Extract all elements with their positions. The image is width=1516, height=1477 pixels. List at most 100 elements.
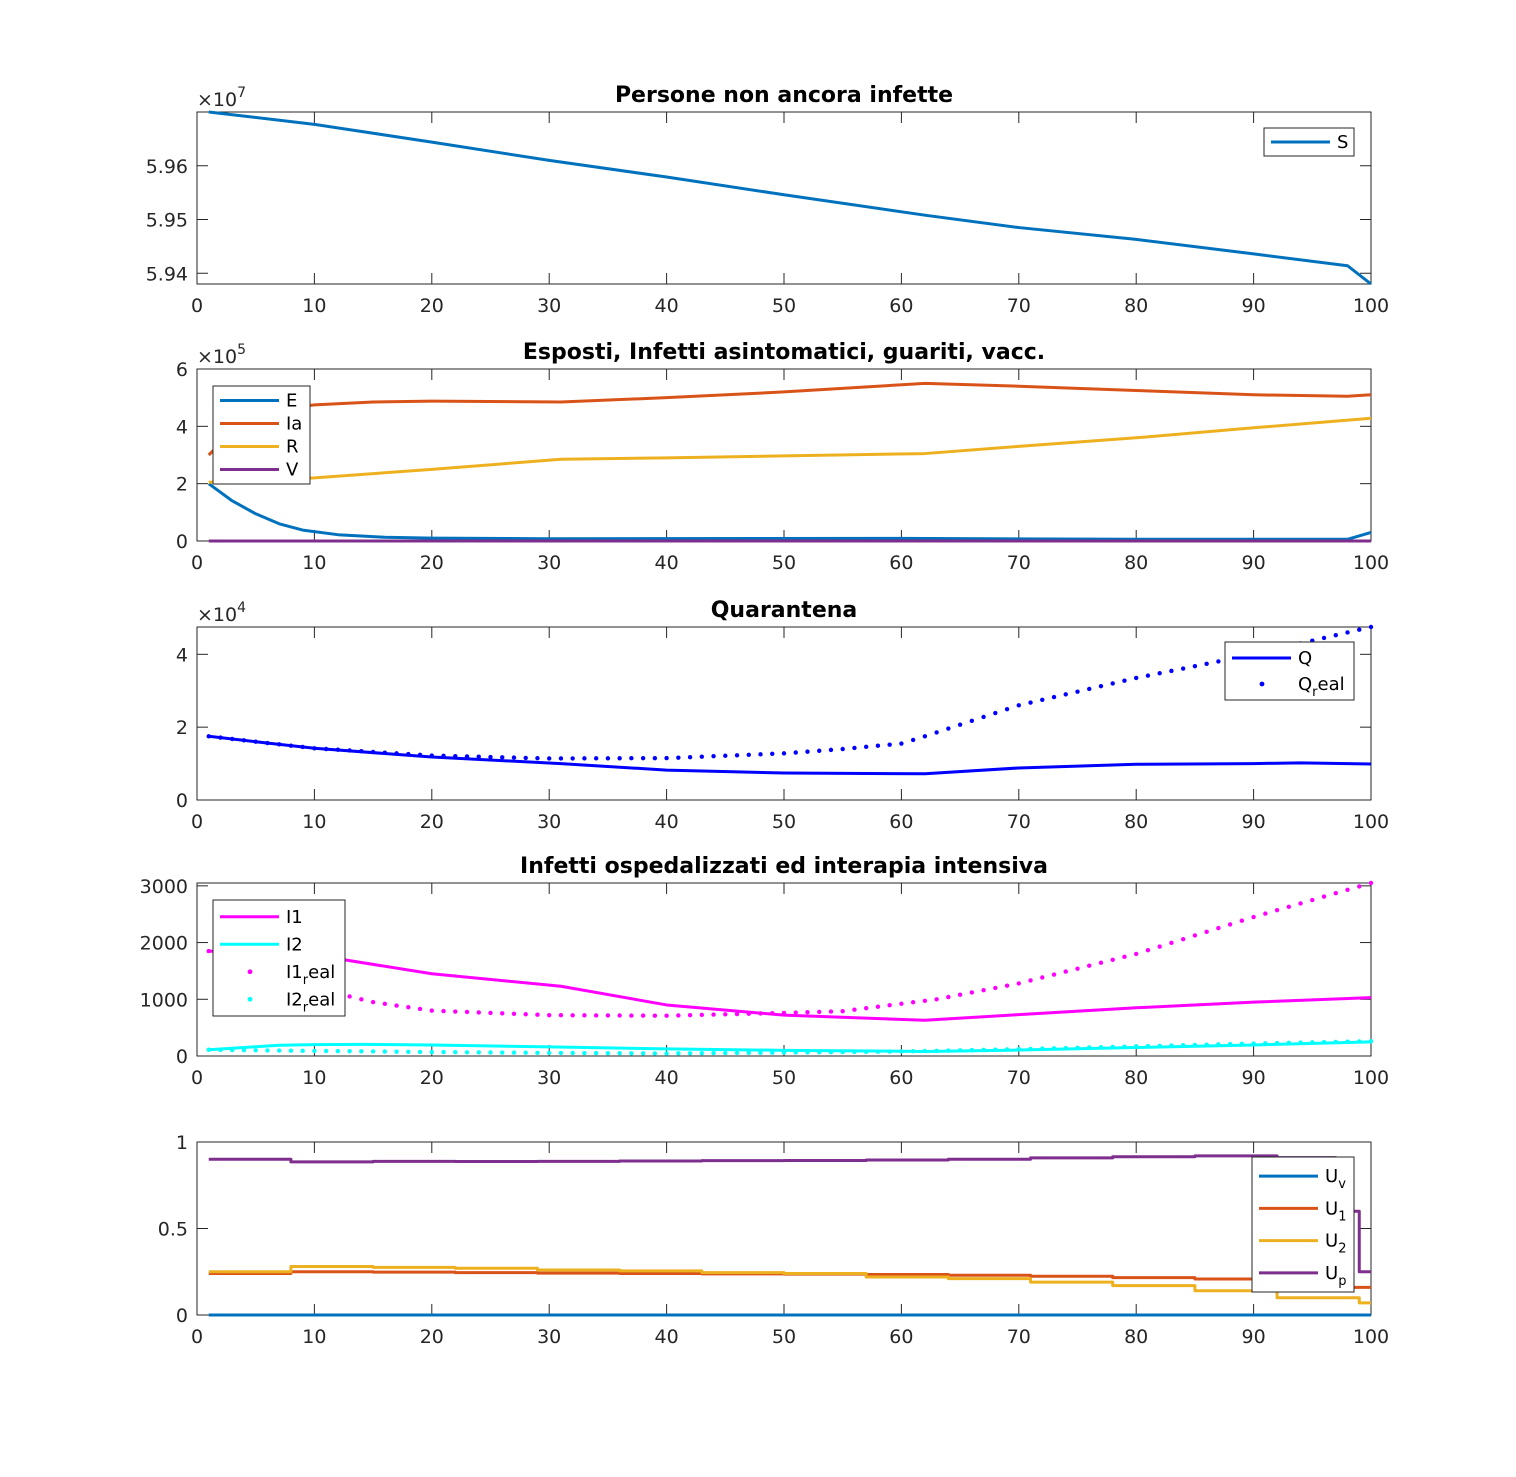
legend-label: I1real [286, 962, 335, 988]
data-point [1192, 933, 1198, 938]
legend-entry: I2real [247, 989, 335, 1015]
data-point [1051, 694, 1057, 700]
data-point [417, 1006, 423, 1012]
legend-entry: V [220, 460, 299, 481]
data-point [382, 750, 388, 755]
legend-label-main: I1 [286, 962, 303, 983]
data-point [1098, 960, 1104, 965]
data-point [394, 1049, 399, 1054]
data-point [617, 756, 622, 761]
y-tick-label: 3000 [140, 876, 188, 898]
data-point [1216, 659, 1221, 664]
plot-area [196, 882, 1372, 1057]
x-tick-label: 30 [537, 811, 561, 833]
legend-entry: Ia [220, 414, 302, 435]
legend-label: R [286, 437, 299, 458]
chart-title: Infetti ospedalizzati ed interapia inten… [520, 854, 1048, 879]
data-point [276, 742, 282, 747]
data-point [394, 751, 399, 756]
data-point [359, 748, 364, 754]
data-point [734, 1011, 740, 1017]
legend-label-main: U [1325, 1166, 1338, 1187]
data-point [629, 1013, 634, 1018]
legend-label: Q [1298, 648, 1312, 669]
data-point [828, 1049, 834, 1055]
x-tick-label: 100 [1353, 552, 1389, 574]
data-point [417, 752, 423, 758]
x-tick-label: 20 [420, 811, 444, 833]
x-tick-label: 30 [537, 1067, 561, 1089]
series-u-2-line [208, 1265, 1371, 1305]
data-point [1134, 951, 1139, 957]
data-point [852, 1007, 857, 1012]
legend-label: I1 [286, 907, 303, 928]
series-e-line [207, 482, 1372, 541]
legend-entry: U1 [1259, 1198, 1346, 1224]
x-tick-label: 100 [1353, 1326, 1389, 1348]
x-tick-label: 40 [655, 552, 679, 574]
legend-label: I2real [286, 989, 335, 1015]
data-point [1310, 1040, 1315, 1045]
data-point [241, 1047, 247, 1053]
data-point [347, 994, 352, 999]
legend-label: V [286, 460, 299, 481]
legend-box [212, 385, 311, 485]
data-point [664, 1051, 669, 1056]
data-point [887, 1049, 892, 1054]
legend-entry: U2 [1259, 1231, 1346, 1257]
x-tick-label: 80 [1124, 552, 1148, 574]
data-point [488, 1050, 493, 1055]
data-point [206, 1047, 211, 1052]
data-point [993, 985, 998, 991]
data-point [1051, 1046, 1057, 1051]
data-point [981, 988, 986, 993]
series-group [208, 110, 1372, 286]
data-point [406, 1049, 411, 1055]
data-point [1028, 1046, 1033, 1052]
data-point [805, 1050, 810, 1055]
x-tick-label: 80 [1124, 295, 1148, 317]
data-point [652, 1051, 658, 1056]
legend-box [1251, 1156, 1355, 1293]
legend-box [212, 899, 346, 1017]
data-point [1004, 983, 1010, 988]
data-point [206, 734, 211, 739]
data-point [1180, 936, 1186, 942]
data-point [758, 1011, 763, 1016]
x-tick-label: 10 [302, 552, 326, 574]
x-tick-label: 70 [1007, 811, 1031, 833]
data-point [1310, 897, 1315, 903]
x-tick-label: 40 [655, 1326, 679, 1348]
x-tick-label: 100 [1353, 295, 1389, 317]
legend-marker [247, 996, 253, 1002]
x-tick-label: 50 [772, 552, 796, 574]
data-point [840, 746, 845, 752]
data-point [476, 1010, 481, 1015]
y-tick-label: 0 [176, 1305, 188, 1327]
data-point [1075, 689, 1080, 694]
legend-label: I2 [286, 934, 303, 955]
data-point [1122, 954, 1127, 960]
data-point [817, 748, 822, 753]
data-point [288, 1048, 294, 1053]
x-tick-label: 70 [1007, 552, 1031, 574]
legend-label-sub: r [303, 973, 309, 988]
data-point [629, 756, 634, 761]
data-point [817, 1009, 822, 1015]
data-point [453, 1009, 458, 1014]
data-point [1204, 1042, 1209, 1047]
data-point [723, 753, 728, 758]
axis-exponent-base: ×10 [197, 604, 237, 626]
data-point [652, 1013, 658, 1018]
data-point [558, 1013, 564, 1018]
data-point [617, 1013, 622, 1018]
data-point [1368, 880, 1374, 886]
y-tick-label: 1 [176, 1132, 188, 1154]
data-point [441, 753, 446, 759]
y-tick-label: 5.96 [146, 156, 188, 178]
data-point [1357, 1039, 1362, 1044]
y-tick-label: 0 [176, 1046, 188, 1068]
axis-exponent-power: 4 [237, 600, 246, 616]
chart-title: Persone non ancora infette [615, 83, 953, 108]
x-tick-label: 0 [191, 1067, 203, 1089]
